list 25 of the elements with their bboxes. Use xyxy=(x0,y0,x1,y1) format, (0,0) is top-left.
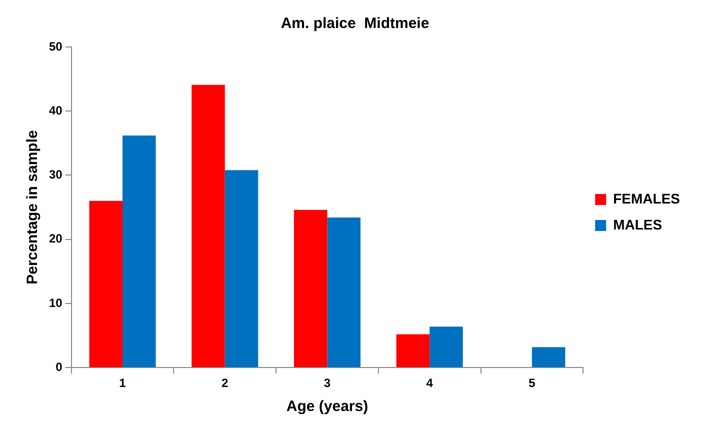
bar xyxy=(396,334,430,368)
bar xyxy=(122,135,156,368)
bar xyxy=(89,200,123,368)
x-tick-label: 5 xyxy=(528,376,536,390)
x-tick-label: 4 xyxy=(426,376,434,390)
x-tick-label: 3 xyxy=(324,376,331,390)
y-tick-label: 0 xyxy=(56,360,63,374)
x-tick-label: 2 xyxy=(222,376,229,390)
bar xyxy=(532,347,566,368)
bar xyxy=(430,326,463,368)
bar xyxy=(294,210,328,368)
y-tick-label: 40 xyxy=(48,103,63,118)
bar xyxy=(327,218,360,368)
x-axis-title: Age (years) xyxy=(286,398,368,416)
y-axis-title: Percentage in sample xyxy=(24,130,42,284)
y-tick-label: 20 xyxy=(48,232,63,246)
chart-title: Am. plaice Midtmeie xyxy=(280,15,430,32)
y-tick-label: 50 xyxy=(48,39,63,54)
legend-label: FEMALES xyxy=(613,190,680,206)
x-tick-label: 1 xyxy=(119,376,126,390)
y-tick-label: 10 xyxy=(48,296,63,310)
bar xyxy=(192,84,225,368)
y-tick-label: 30 xyxy=(48,168,63,182)
legend-label: MALES xyxy=(613,216,662,232)
bar xyxy=(224,170,258,368)
